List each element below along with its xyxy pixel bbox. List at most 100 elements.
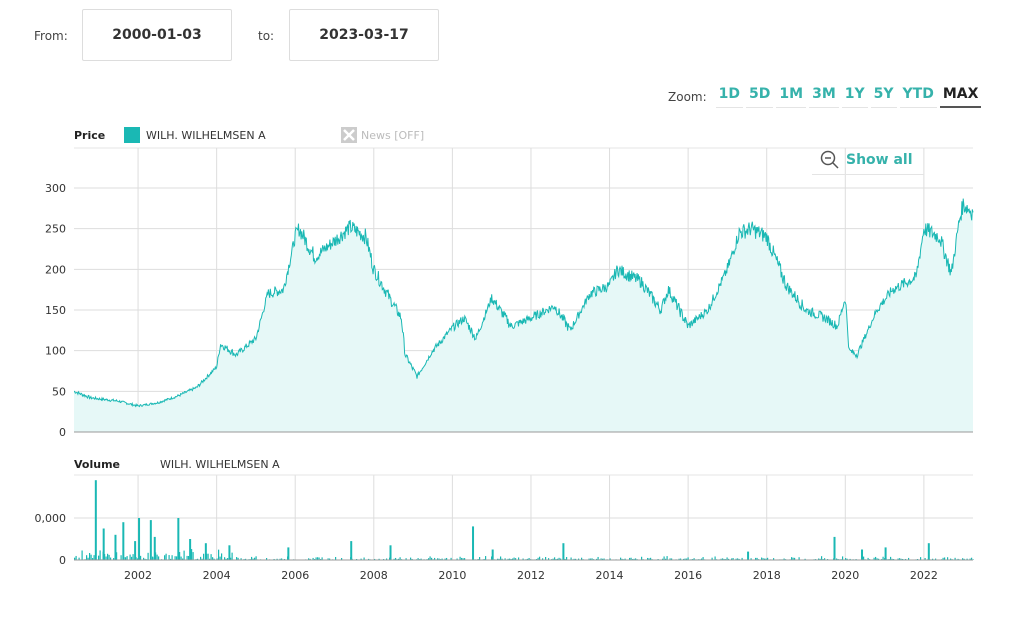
volume-bar (308, 558, 310, 560)
from-label: From: (34, 29, 68, 43)
volume-bar (477, 558, 479, 560)
volume-spike-bar (94, 480, 97, 560)
volume-bar (966, 558, 968, 560)
from-date-input[interactable]: 2000-01-03 (82, 9, 232, 61)
volume-bar (552, 558, 554, 560)
volume-bar (110, 557, 112, 560)
volume-bar (804, 558, 806, 560)
volume-bar (629, 557, 631, 560)
volume-bar (683, 558, 685, 560)
volume-bar (738, 558, 740, 560)
x-tick-label: 2022 (910, 569, 938, 582)
volume-bar (648, 558, 650, 560)
zoom-3m-button[interactable]: 3M (809, 86, 839, 108)
volume-bar (420, 558, 422, 560)
volume-bar (312, 557, 314, 560)
volume-bar (647, 557, 649, 560)
volume-bar (224, 557, 226, 560)
x-tick-label: 2002 (124, 569, 152, 582)
volume-bar (693, 558, 695, 560)
volume-bar (501, 558, 503, 560)
zoom-5d-button[interactable]: 5D (746, 86, 774, 108)
volume-bar (116, 552, 118, 560)
show-all-label: Show all (846, 152, 913, 168)
volume-bar (137, 558, 139, 560)
volume-spike-bar (491, 549, 494, 560)
volume-spike-bar (833, 536, 836, 560)
volume-bar (515, 558, 517, 560)
volume-bar (479, 557, 481, 560)
volume-bar (635, 558, 637, 560)
volume-bar (735, 558, 737, 560)
show-all-button[interactable]: Show all (812, 146, 924, 175)
volume-bar (212, 557, 214, 560)
volume-bar (368, 558, 370, 560)
price-y-tick: 0 (59, 426, 66, 439)
volume-bar (395, 557, 397, 560)
volume-bar (728, 558, 730, 560)
volume-bar (732, 558, 734, 560)
volume-bar (78, 557, 80, 560)
volume-bar (168, 555, 170, 560)
volume-spike-bar (122, 522, 125, 560)
volume-bar (876, 558, 878, 560)
volume-bar (875, 556, 877, 560)
volume-bar (341, 558, 343, 560)
volume-bar (564, 558, 566, 560)
x-tick-label: 2010 (438, 569, 466, 582)
volume-bar (947, 557, 949, 560)
volume-bar (374, 558, 376, 560)
volume-bar (218, 549, 220, 560)
volume-bar (624, 558, 626, 560)
volume-bar (518, 557, 520, 560)
volume-bar (963, 558, 965, 560)
volume-bar (147, 552, 149, 560)
zoom-1d-button[interactable]: 1D (715, 86, 744, 108)
volume-bar (581, 557, 583, 560)
volume-bar (924, 558, 926, 560)
x-tick-label: 2004 (203, 569, 231, 582)
volume-bar (434, 557, 436, 560)
volume-bar (603, 558, 605, 560)
volume-bar (221, 553, 223, 560)
volume-bar (203, 553, 205, 560)
zoom-1m-button[interactable]: 1M (776, 86, 807, 108)
volume-bar (144, 558, 146, 560)
volume-bar (588, 558, 590, 560)
zoom-max-button[interactable]: MAX (939, 86, 982, 108)
volume-bar (513, 557, 515, 560)
volume-bar (846, 558, 848, 560)
zoom-5y-button[interactable]: 5Y (870, 86, 897, 108)
volume-bar (891, 558, 893, 560)
volume-bar (837, 558, 839, 560)
to-date-input[interactable]: 2023-03-17 (289, 9, 439, 61)
volume-spike-bar (350, 541, 353, 560)
volume-bar (191, 549, 193, 560)
volume-bar (773, 558, 775, 560)
to-label: to: (258, 29, 275, 43)
volume-bar (156, 554, 158, 560)
legend-swatch (124, 127, 140, 143)
volume-spike-bar (153, 536, 156, 560)
volume-bar (200, 556, 202, 560)
x-tick-label: 2014 (596, 569, 624, 582)
volume-spike-bar (228, 545, 231, 560)
volume-y-tick: 0,000 (35, 512, 67, 525)
volume-bar (737, 558, 739, 560)
zoom-ytd-button[interactable]: YTD (899, 86, 937, 108)
volume-bar (90, 554, 92, 560)
volume-bar (714, 556, 716, 560)
volume-bar (819, 558, 821, 560)
price-legend-label: WILH. WILHELMSEN A (146, 129, 266, 142)
volume-bar (767, 557, 769, 560)
volume-bar (950, 558, 952, 560)
volume-bar (957, 558, 959, 560)
volume-bar (528, 557, 530, 560)
volume-bar (240, 558, 242, 560)
zoom-1y-button[interactable]: 1Y (841, 86, 868, 108)
volume-bar (446, 557, 448, 560)
volume-spike-bar (102, 528, 105, 560)
volume-bar (509, 558, 511, 560)
volume-bar (765, 558, 767, 560)
